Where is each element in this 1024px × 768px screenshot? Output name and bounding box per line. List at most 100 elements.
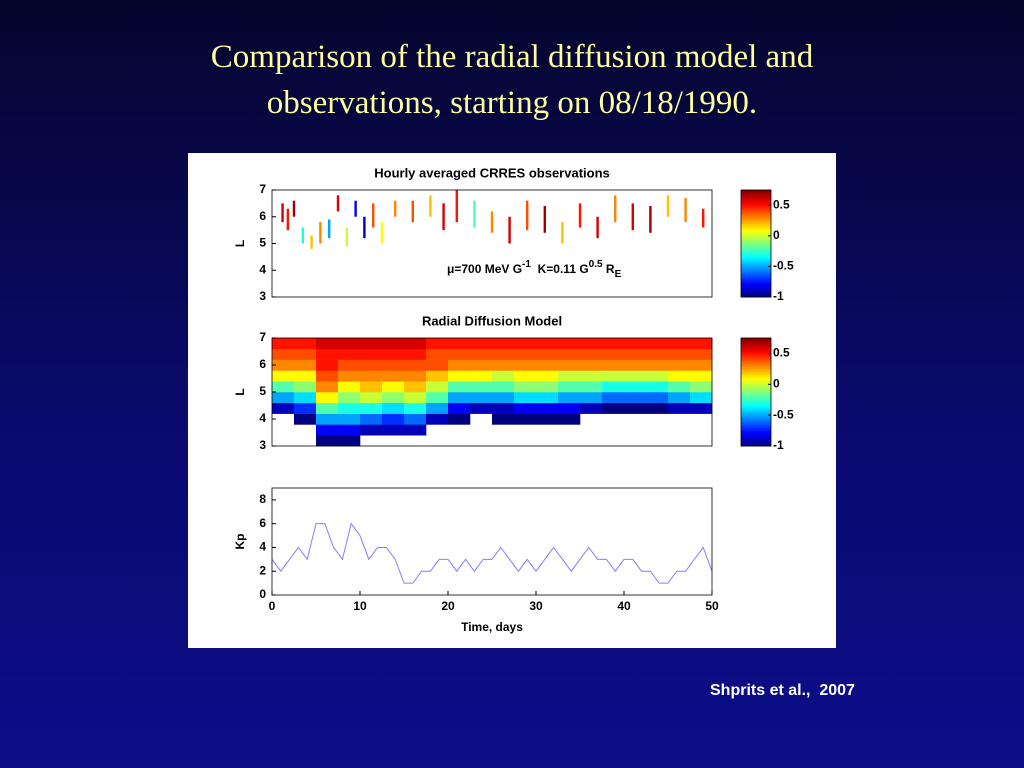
colorbar-step (741, 230, 771, 233)
x-tick-label: 20 (441, 599, 455, 613)
observation-segment (490, 211, 494, 233)
heatmap-cell (580, 392, 603, 404)
heatmap-cell (602, 348, 625, 360)
colorbar-step (741, 373, 771, 376)
heatmap-cell (382, 359, 405, 371)
heatmap-cell (294, 359, 317, 371)
heatmap-cell (580, 370, 603, 382)
colorbar-frame (740, 189, 772, 298)
colorbar-step (741, 437, 771, 440)
heatmap-cell (492, 402, 515, 414)
colorbar-step (741, 410, 771, 413)
colorbar-step (741, 206, 771, 209)
colorbar (741, 190, 771, 298)
colorbar-step (741, 397, 771, 400)
y-tick-label: 8 (259, 492, 266, 506)
colorbar-step (741, 235, 771, 238)
heatmap-cell (382, 392, 405, 404)
colorbar-step (741, 371, 771, 374)
heatmap-cell (382, 424, 405, 436)
colorbar-step (741, 343, 771, 346)
heatmap-cell (470, 338, 493, 350)
heatmap-cell (382, 370, 405, 382)
colorbar-step (741, 420, 771, 423)
heatmap-cell (272, 381, 295, 393)
y-tick-label: 0 (259, 587, 266, 601)
colorbar-step (741, 402, 771, 405)
colorbar-step (741, 439, 771, 442)
observation-segment (596, 216, 599, 239)
colorbar-step (741, 218, 771, 221)
heatmap-cell (360, 348, 383, 360)
colorbar-step (741, 378, 771, 381)
heatmap-cell (338, 359, 361, 371)
observation-segment (394, 200, 397, 217)
heatmap-cell (492, 413, 515, 425)
heatmap-cell (492, 370, 515, 382)
y-tick-label: 7 (259, 182, 266, 196)
colorbar-step (741, 233, 771, 236)
colorbar-step (741, 424, 771, 427)
y-tick-label: 2 (259, 563, 266, 577)
colorbar-step (741, 344, 771, 347)
observation-segment (578, 203, 582, 228)
observation-segment (473, 200, 476, 228)
observation-segment (281, 203, 284, 223)
heatmap-cell (646, 338, 669, 350)
y-axis-label: L (233, 240, 247, 247)
heatmap-cell (646, 402, 669, 414)
heatmap-cell (668, 381, 691, 393)
y-tick-label: 5 (259, 236, 266, 250)
colorbar-tick-label: 0.5 (773, 197, 790, 211)
colorbar-step (741, 208, 771, 211)
heatmap-cell (558, 359, 581, 371)
observation-segment (354, 200, 357, 217)
y-tick-label: 4 (259, 540, 266, 554)
colorbar-step (741, 258, 771, 261)
observation-segment (649, 206, 652, 233)
heatmap-cell (580, 359, 603, 371)
colorbar-step (741, 275, 771, 278)
heatmap-cell (514, 338, 537, 350)
observation-segment (561, 222, 564, 244)
heatmap-cell (404, 392, 427, 404)
colorbar-step (741, 256, 771, 260)
heatmap-cell (338, 424, 361, 436)
heatmap-cell (470, 402, 493, 414)
heatmap-cell (426, 413, 449, 425)
colorbar-step (741, 293, 771, 296)
colorbar-step (741, 196, 771, 199)
colorbar-step (741, 261, 771, 265)
colorbar-step (741, 241, 771, 244)
heatmap-cell (360, 381, 383, 393)
heatmap-cell (316, 402, 339, 414)
chart-title: Hourly averaged CRRES observations (374, 165, 610, 180)
heatmap-cell (426, 381, 449, 393)
heatmap-cell (316, 392, 339, 404)
heatmap-cell (316, 338, 339, 350)
heatmap-cell (338, 381, 361, 393)
heatmap-cell (272, 338, 295, 350)
heatmap-cell (602, 359, 625, 371)
colorbar-step (741, 370, 771, 373)
heatmap-cell (404, 402, 427, 414)
heatmap-cell (690, 402, 713, 414)
heatmap-cell (272, 392, 295, 404)
heatmap-cell (382, 413, 405, 425)
colorbar-tick-label: 0.5 (773, 346, 790, 360)
heatmap-cell (316, 359, 339, 371)
heatmap-cell (272, 359, 295, 371)
heatmap-cell (316, 424, 339, 436)
colorbar-step (741, 281, 771, 285)
heatmap-cell (360, 413, 383, 425)
annotation-part: E (615, 269, 622, 280)
colorbar-step (741, 228, 771, 231)
heatmap-cell (338, 338, 361, 350)
colorbar-step (741, 348, 771, 351)
colorbar-step (741, 238, 771, 241)
y-tick-label: 5 (259, 384, 266, 398)
heatmap-cell (470, 348, 493, 360)
heatmap-cell (514, 359, 537, 371)
